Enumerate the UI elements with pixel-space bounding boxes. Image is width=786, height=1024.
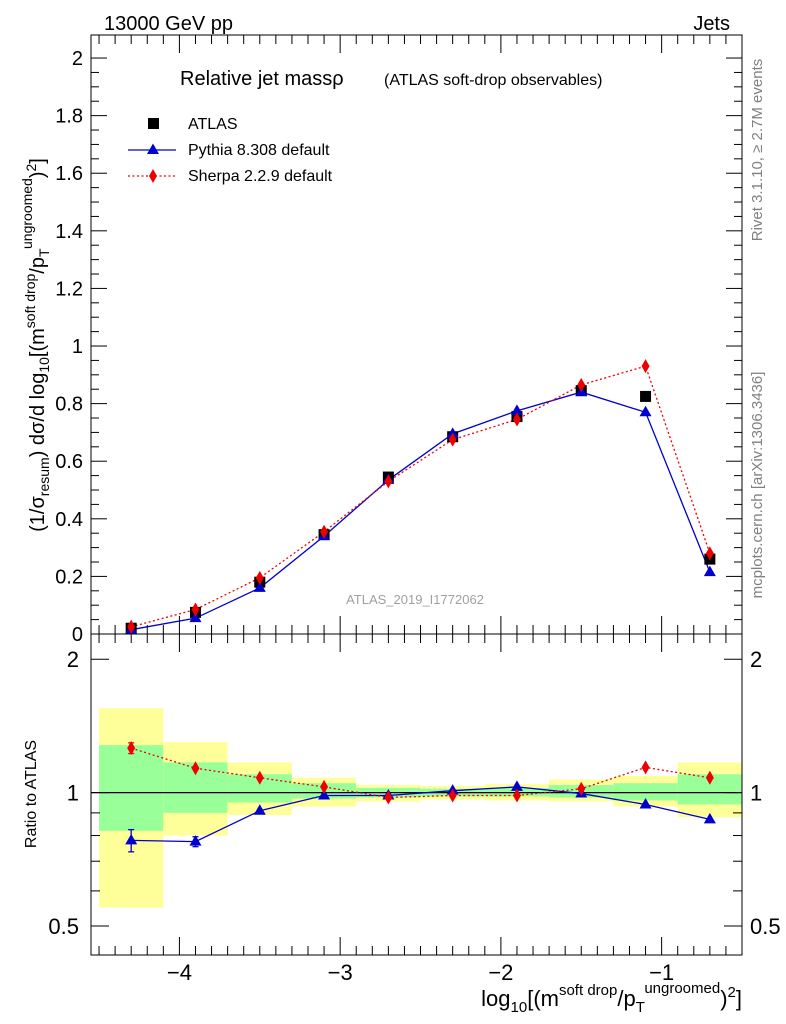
sherpa-2-2-9-default-point: [384, 474, 393, 489]
legend-pythia-marker: [147, 143, 159, 154]
legend-entry-sherpa: Sherpa 2.2.9 default: [128, 168, 333, 185]
pythia-8-308-default-point: [446, 427, 459, 438]
header-left: 13000 GeV pp: [104, 13, 233, 35]
sherpa-2-2-9-default-point: [577, 377, 586, 392]
ratio-pythia-8-308-default-point: [318, 789, 331, 800]
mcplots-label: mcplots.cern.ch [arXiv:1306.3436]: [749, 372, 766, 599]
main-y-tick-label: 0.6: [55, 451, 83, 473]
ratio-sherpa-2-2-9-default-point: [255, 770, 264, 785]
sherpa-2-2-9-default-point: [191, 602, 200, 617]
x-axis-title: log10[(msoft drop/pTungroomed)2]: [481, 980, 742, 1016]
legend: ATLAS Pythia 8.308 default Sherpa 2.2.9 …: [128, 116, 333, 185]
ratio-band-inner: [613, 783, 678, 801]
ratio-x-tick-label: −1: [649, 960, 674, 985]
header-right: Jets: [693, 13, 730, 35]
main-axes: 0 0.2 0.4 0.6 0.8 1 1.2 1.4 1.6 1.8 2: [55, 34, 743, 646]
legend-atlas-marker: [148, 118, 159, 129]
ratio-y-tick-label-right: 1: [750, 781, 762, 806]
pythia-8-308-default-point: [510, 404, 523, 415]
main-title: Relative jet massρ: [180, 68, 344, 90]
ratio-x-tick-label: −2: [488, 960, 513, 985]
ratio-x-tick-label: −4: [167, 960, 192, 985]
ratio-series: [125, 741, 716, 853]
sherpa-2-2-9-default-point: [320, 524, 329, 539]
ratio-sherpa-2-2-9-default-point: [127, 741, 136, 756]
sherpa-2-2-9-default-point: [127, 619, 136, 634]
legend-sherpa-marker: [149, 169, 157, 183]
pythia-8-308-default-point: [189, 611, 202, 623]
pythia-8-308-default-point: [703, 565, 716, 577]
sherpa-2-2-9-default-point: [448, 432, 457, 447]
main-y-tick-label: 2: [72, 48, 83, 70]
pythia-8-308-default-point: [639, 405, 652, 417]
ratio-sherpa-2-2-9-default-point: [641, 760, 650, 775]
svg-text:log10[(msoft drop/pTungroomed): log10[(msoft drop/pTungroomed)2]: [481, 980, 742, 1016]
ratio-y-tick-label: 1: [67, 781, 79, 806]
main-y-tick-label: 1.2: [55, 278, 83, 300]
main-y-tick-label: 0.8: [55, 394, 83, 416]
ratio-axes: 0.5 0.5 1 1 2 2 −4 −3 −2 −1: [48, 633, 781, 985]
main-y-tick-label: 0.4: [55, 509, 83, 531]
main-subtitle: (ATLAS soft-drop observables): [384, 72, 602, 89]
ratio-sherpa-2-2-9-default-line: [130, 747, 710, 799]
atlas-point: [640, 390, 652, 402]
legend-entry-atlas: ATLAS: [148, 116, 238, 133]
rivet-label: Rivet 3.1.10, ≥ 2.7M events: [749, 59, 766, 242]
main-y-tick-label: 1.6: [55, 163, 83, 185]
ratio-y-axis-title: Ratio to ATLAS: [23, 740, 40, 848]
ratio-pythia-8-308-default-point: [639, 798, 652, 809]
ratio-sherpa-2-2-9-default-point: [384, 790, 393, 805]
ratio-sherpa-2-2-9-default-point: [448, 788, 457, 803]
sherpa-2-2-9-default-point: [705, 546, 714, 561]
ratio-pythia-8-308-default-point: [703, 812, 716, 824]
pythia-8-308-default-line: [131, 391, 711, 631]
ratio-sherpa-2-2-9-default-point: [320, 779, 329, 794]
sherpa-2-2-9-default-line: [131, 365, 711, 628]
ratio-y-tick-label-right: 0.5: [750, 914, 781, 939]
analysis-watermark: ATLAS_2019_I1772062: [346, 592, 484, 607]
main-series: [125, 359, 716, 634]
main-y-tick-label: 1.8: [55, 106, 83, 128]
ratio-sherpa-2-2-9-default-point: [191, 761, 200, 776]
ratio-frame: [90, 633, 743, 956]
svg-text:(1/σresum) dσ/d log10[(msoft d: (1/σresum) dσ/d log10[(msoft drop/pTungr…: [19, 158, 52, 532]
sherpa-2-2-9-default-point: [255, 570, 264, 585]
ratio-pythia-8-308-default-point: [189, 835, 202, 846]
ratio-pythia-8-308-default-point: [510, 780, 523, 791]
ratio-y-tick-label-right: 2: [750, 647, 762, 672]
main-panel: Relative jet massρ (ATLAS soft-drop obse…: [19, 34, 743, 646]
main-y-tick-label: 1: [72, 336, 83, 358]
sherpa-2-2-9-default-point: [512, 412, 521, 427]
legend-pythia-label: Pythia 8.308 default: [188, 142, 330, 159]
ratio-y-tick-label: 2: [67, 647, 79, 672]
main-y-tick-label: 0: [72, 624, 83, 646]
legend-atlas-label: ATLAS: [188, 116, 238, 133]
sherpa-2-2-9-default-point: [641, 359, 650, 374]
ratio-band-inner: [99, 745, 164, 831]
ratio-sherpa-2-2-9-default-point: [577, 781, 586, 796]
ratio-x-tick-label: −3: [328, 960, 353, 985]
main-y-tick-label: 1.4: [55, 221, 83, 243]
legend-entry-pythia: Pythia 8.308 default: [128, 142, 330, 159]
ratio-pythia-8-308-default-point: [253, 804, 266, 815]
ratio-y-tick-label: 0.5: [48, 914, 79, 939]
ratio-sherpa-2-2-9-default-point: [512, 788, 521, 803]
legend-sherpa-label: Sherpa 2.2.9 default: [188, 168, 333, 185]
ratio-pythia-8-308-default-point: [125, 833, 138, 845]
pythia-8-308-default-point: [253, 581, 266, 592]
main-y-axis-title: (1/σresum) dσ/d log10[(msoft drop/pTungr…: [19, 158, 52, 532]
ratio-sherpa-2-2-9-default-point: [705, 770, 714, 785]
ratio-pythia-8-308-default-line: [131, 786, 710, 843]
main-y-tick-label: 0.2: [55, 566, 83, 588]
ratio-panel: 0.5 0.5 1 1 2 2 −4 −3 −2 −1 Ratio to ATLAS log10[…: [23, 633, 781, 1016]
